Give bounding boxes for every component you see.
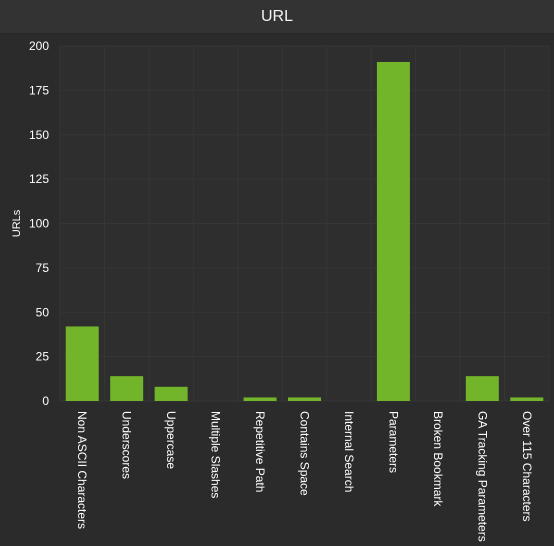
x-tick-label: Uppercase (164, 411, 178, 469)
bar-ga-tracking-parameters[interactable] (465, 376, 499, 401)
y-tick-label: 50 (36, 305, 50, 319)
x-tick-label: Underscores (120, 411, 134, 479)
x-tick-label: Parameters (386, 411, 400, 473)
bar-parameters[interactable] (376, 61, 410, 401)
y-axis-label: URLs (11, 209, 23, 237)
x-tick-label: GA Tracking Parameters (475, 411, 489, 542)
x-tick-label: Over 115 Characters (520, 411, 534, 522)
y-tick-label: 100 (29, 217, 49, 231)
x-tick-label: Internal Search (342, 411, 356, 492)
y-tick-label: 200 (29, 39, 49, 53)
x-tick-label: Multiple Slashes (209, 411, 223, 498)
y-tick-label: 150 (29, 128, 49, 142)
x-tick-label: Non ASCII Characters (75, 411, 89, 529)
x-axis-ticks: Non ASCII Characters Underscores Uppercase… (75, 411, 534, 542)
gridlines (59, 45, 550, 402)
bars (65, 61, 544, 401)
y-axis-ticks: 0 25 50 75 100 125 150 175 200 (29, 39, 49, 408)
bar-underscores[interactable] (110, 376, 144, 401)
y-tick-label: 75 (36, 261, 50, 275)
x-tick-label: Contains Space (298, 411, 312, 496)
y-tick-label: 0 (42, 394, 49, 408)
y-tick-label: 175 (29, 83, 49, 97)
bar-non-ascii-characters[interactable] (65, 326, 99, 401)
bar-repetitive-path[interactable] (243, 397, 277, 401)
y-tick-label: 125 (29, 172, 49, 186)
x-tick-label: Broken Bookmark (431, 411, 445, 507)
bar-over-115-characters[interactable] (510, 397, 544, 401)
chart-title-bar: URL (0, 0, 554, 34)
bar-contains-space[interactable] (288, 397, 321, 401)
bar-uppercase[interactable] (154, 386, 188, 401)
y-tick-label: 25 (36, 350, 50, 364)
x-tick-label: Repetitive Path (253, 411, 267, 492)
chart-title: URL (260, 7, 293, 25)
